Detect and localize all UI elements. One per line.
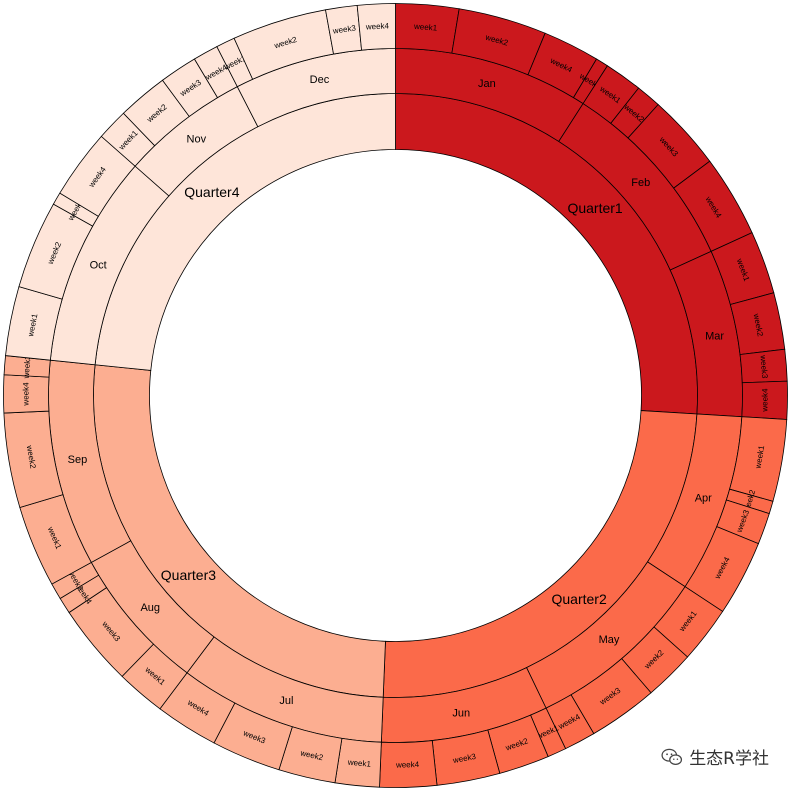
week-sep-week4: week4 — [3, 374, 50, 414]
week-dec-week4-slice — [356, 3, 396, 51]
week-apr-week1: week1 — [729, 416, 788, 502]
quarter-quarter1-label: Quarter1 — [567, 200, 622, 216]
week-jul-week1-label: week1 — [346, 758, 371, 769]
week-feb-week4: week4 — [673, 160, 753, 252]
week-dec-week3-label: week3 — [331, 23, 357, 35]
week-jul-week1: week1 — [334, 737, 382, 788]
week-mar-week2: week2 — [729, 292, 786, 355]
week-mar-week4: week4 — [741, 380, 788, 420]
week-jan-week1: week1 — [395, 3, 460, 54]
week-mar-week3-label: week3 — [758, 354, 769, 379]
watermark-text: 生态R学社 — [689, 749, 769, 769]
week-may-week1: week1 — [653, 586, 724, 658]
month-sep-label: Sep — [68, 454, 88, 466]
month-jan-label: Jan — [478, 78, 496, 90]
month-nov-label: Nov — [187, 133, 207, 145]
quarter-quarter4-label: Quarter4 — [184, 184, 239, 200]
week-sep-week3-label: week3 — [22, 354, 33, 379]
month-may-label: May — [599, 634, 620, 646]
month-jun-label: Jun — [452, 707, 470, 719]
quarter-quarter3-label: Quarter3 — [161, 567, 216, 583]
week-sep-week4-label: week4 — [21, 382, 30, 407]
month-oct-label: Oct — [90, 260, 107, 272]
month-apr-label: Apr — [695, 492, 712, 504]
quarter-quarter2-label: Quarter2 — [551, 591, 606, 607]
week-apr-week1-label: week1 — [753, 444, 766, 470]
month-aug-label: Aug — [140, 602, 160, 614]
week-dec-week4-label: week4 — [365, 21, 390, 31]
week-dec-week4: week4 — [356, 3, 396, 51]
watermark: 生态R学社 — [661, 744, 769, 769]
month-dec-label: Dec — [310, 74, 330, 86]
month-jul-label: Jul — [279, 695, 293, 707]
week-nov-week3: week3 — [161, 58, 219, 118]
week-jun-week4-label: week4 — [395, 760, 420, 770]
month-feb-label: Feb — [631, 177, 650, 189]
week-dec-week3: week3 — [325, 4, 363, 55]
week-dec-week1: week1 — [216, 37, 254, 88]
week-oct-week1: week1 — [5, 286, 63, 361]
month-mar-label: Mar — [705, 330, 724, 342]
week-sep-week2-label: week2 — [25, 444, 38, 470]
week-jan-week1-label: week1 — [413, 22, 438, 33]
week-jun-week2: week2 — [487, 714, 549, 774]
week-apr-week3: week3 — [716, 499, 770, 545]
week-jun-week4: week4 — [379, 740, 438, 788]
week-may-week3: week3 — [570, 658, 652, 735]
week-nov-week4: week4 — [193, 46, 238, 99]
week-mar-week4-label: week4 — [760, 388, 769, 413]
week-feb-week1: week1 — [582, 65, 640, 124]
week-jul-week3: week3 — [213, 702, 293, 771]
week-jul-week2: week2 — [278, 726, 343, 784]
week-jul-week4: week4 — [159, 672, 236, 744]
wechat-icon — [661, 748, 683, 765]
week-mar-week3: week3 — [739, 348, 788, 384]
